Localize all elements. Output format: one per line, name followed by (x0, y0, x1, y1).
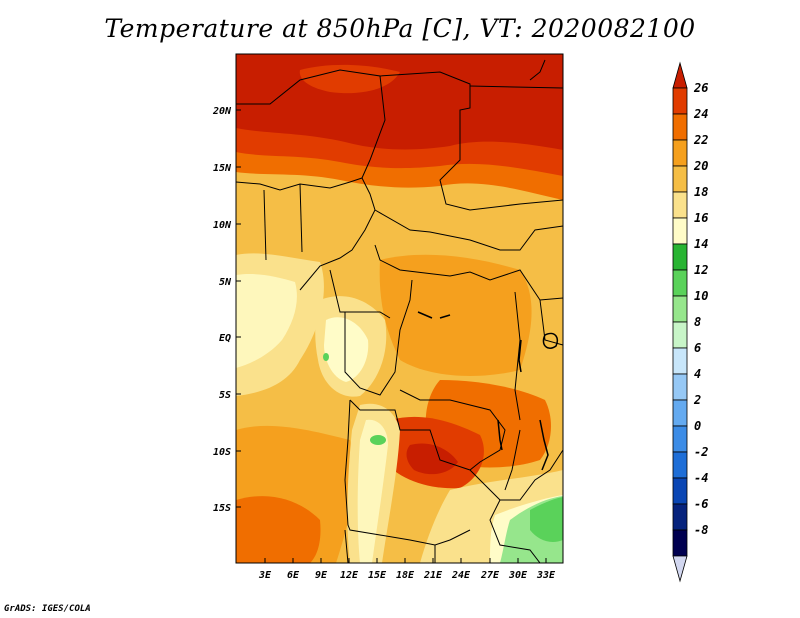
lakes (417, 311, 559, 471)
colorbar-swatch (672, 243, 688, 271)
lat-label: 5N (219, 277, 232, 288)
colorbar-label: 20 (693, 159, 708, 173)
colorbar-label: 18 (694, 185, 708, 199)
colorbar-swatch (672, 321, 688, 349)
colorbar-label: 22 (693, 133, 708, 147)
colorbar-swatch (672, 503, 688, 531)
lon-label: 27E (480, 570, 500, 581)
colorbar-label: 16 (694, 211, 708, 225)
lat-label: 10N (213, 220, 232, 231)
colorbar-swatch (672, 217, 688, 245)
colorbar-swatch (672, 269, 688, 297)
lon-label: 3E (258, 570, 272, 581)
colorbar-swatch (672, 87, 688, 115)
colorbar-label: 0 (694, 419, 701, 433)
colorbar-swatch (672, 451, 688, 479)
colorbar-swatch (672, 191, 688, 219)
colorbar-swatch (672, 425, 688, 453)
latitude-axis: 20N 15N 10N 5N EQ 5S 10S 15S (212, 106, 241, 514)
temperature-field (236, 54, 563, 563)
lon-label: 15E (368, 570, 387, 581)
colorbar-label: 26 (693, 81, 708, 95)
colorbar-swatch (672, 295, 688, 323)
colorbar-label: -2 (694, 445, 708, 459)
lon-label: 30E (508, 570, 528, 581)
map-frame (235, 53, 564, 564)
colorbar-label: 2 (693, 393, 701, 407)
colorbar-swatch (672, 113, 688, 141)
colorbar-swatch (672, 61, 688, 89)
colorbar-swatch (672, 165, 688, 193)
colorbar-swatch (672, 477, 688, 505)
colorbar-label: 12 (694, 263, 708, 277)
lat-label: 5S (219, 390, 231, 401)
colorbar-label: 6 (694, 341, 701, 355)
colorbar-swatch (672, 139, 688, 167)
colorbar-swatch (672, 347, 688, 375)
colorbar-label: 4 (694, 367, 701, 381)
lon-label: 9E (315, 570, 328, 581)
lon-label: 12E (340, 570, 359, 581)
lon-label: 6E (287, 570, 300, 581)
lon-label: 33E (536, 570, 556, 581)
colorbar-swatch (672, 529, 688, 557)
lon-label: 18E (396, 570, 415, 581)
lat-label: 20N (212, 106, 232, 117)
colorbar-label: 24 (693, 107, 708, 121)
chart-title: Temperature at 850hPa [C], VT: 202008210… (104, 14, 696, 43)
colorbar-swatch (672, 373, 688, 401)
colorbar-label: -8 (694, 523, 708, 537)
credit-label: GrADS: IGES/COLA (4, 604, 91, 614)
lon-label: 24E (451, 570, 471, 581)
colorbar-swatch (672, 399, 688, 427)
colorbar-label: 14 (694, 237, 708, 251)
longitude-axis: 3E 6E 9E 12E 15E 18E 21E 24E 27E 30E 33E (258, 558, 556, 581)
colorbar-label: -6 (694, 497, 708, 511)
colorbar-label: 8 (694, 315, 701, 329)
country-borders (236, 59, 563, 563)
lat-label: 15N (213, 163, 232, 174)
colorbar-label: -4 (694, 471, 708, 485)
colorbar-label: 10 (694, 289, 708, 303)
lat-label: EQ (219, 333, 231, 344)
colorbar-swatch (672, 555, 688, 583)
lat-label: 10S (213, 447, 231, 458)
lon-label: 21E (423, 570, 443, 581)
lat-label: 15S (213, 503, 231, 514)
